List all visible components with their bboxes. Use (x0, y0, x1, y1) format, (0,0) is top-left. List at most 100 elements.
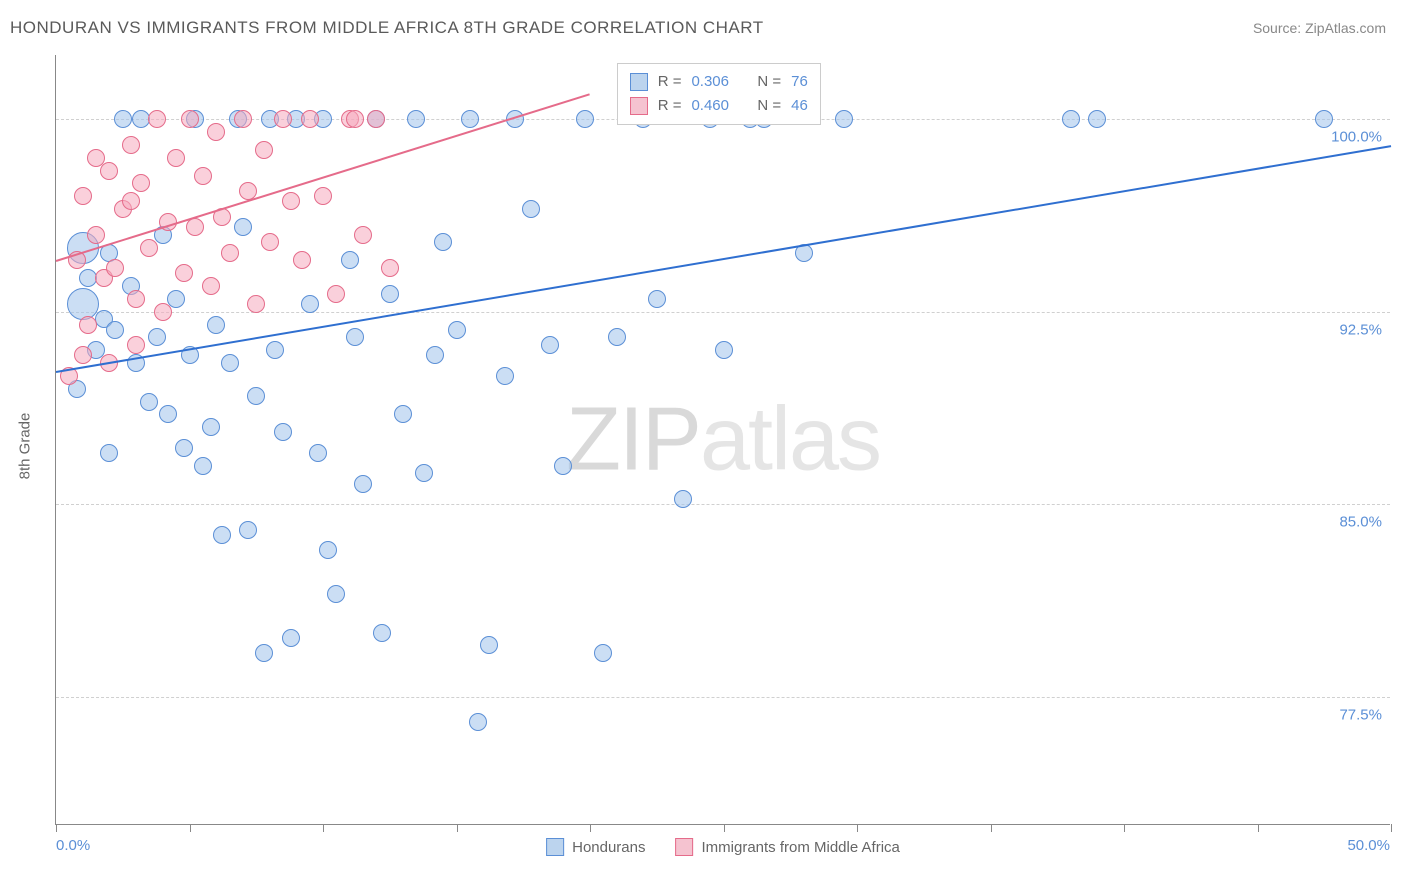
data-point (247, 387, 265, 405)
x-tick (56, 824, 57, 832)
data-point (381, 259, 399, 277)
data-point (415, 464, 433, 482)
x-tick (590, 824, 591, 832)
data-point (346, 110, 364, 128)
data-point (354, 226, 372, 244)
data-point (341, 251, 359, 269)
y-tick-label: 77.5% (1339, 706, 1382, 723)
data-point (266, 341, 284, 359)
stats-label: R = (658, 70, 682, 94)
data-point (148, 328, 166, 346)
data-point (354, 475, 372, 493)
stats-n-value: 76 (791, 70, 808, 94)
data-point (319, 541, 337, 559)
stats-row: R = 0.306 N = 76 (630, 70, 808, 94)
legend-swatch (630, 73, 648, 91)
data-point (140, 393, 158, 411)
stats-r-value: 0.460 (691, 94, 729, 118)
data-point (448, 321, 466, 339)
legend-swatch (546, 838, 564, 856)
watermark-bold: ZIP (566, 389, 700, 489)
stats-label: R = (658, 94, 682, 118)
data-point (327, 285, 345, 303)
x-tick (1258, 824, 1259, 832)
data-point (114, 110, 132, 128)
data-point (148, 110, 166, 128)
data-point (327, 585, 345, 603)
data-point (234, 218, 252, 236)
data-point (301, 110, 319, 128)
data-point (154, 303, 172, 321)
data-point (67, 288, 99, 320)
data-point (74, 346, 92, 364)
legend-item: Hondurans (546, 838, 645, 856)
data-point (194, 167, 212, 185)
y-tick-label: 85.0% (1339, 514, 1382, 531)
data-point (367, 110, 385, 128)
y-tick-label: 92.5% (1339, 321, 1382, 338)
data-point (194, 457, 212, 475)
x-label-max: 50.0% (1347, 837, 1390, 854)
data-point (122, 192, 140, 210)
data-point (426, 346, 444, 364)
data-point (207, 123, 225, 141)
data-point (674, 490, 692, 508)
data-point (461, 110, 479, 128)
data-point (100, 444, 118, 462)
data-point (1062, 110, 1080, 128)
legend-label: Hondurans (572, 839, 645, 856)
data-point (381, 285, 399, 303)
data-point (255, 141, 273, 159)
data-point (87, 226, 105, 244)
data-point (247, 295, 265, 313)
data-point (554, 457, 572, 475)
data-point (293, 251, 311, 269)
data-point (282, 192, 300, 210)
data-point (314, 187, 332, 205)
data-point (469, 713, 487, 731)
data-point (434, 233, 452, 251)
data-point (480, 636, 498, 654)
data-point (282, 629, 300, 647)
gridline (56, 504, 1390, 505)
data-point (207, 316, 225, 334)
legend-swatch (630, 97, 648, 115)
data-point (1088, 110, 1106, 128)
data-point (309, 444, 327, 462)
data-point (346, 328, 364, 346)
watermark-light: atlas (700, 389, 880, 489)
x-label-min: 0.0% (56, 837, 90, 854)
chart-container: HONDURAN VS IMMIGRANTS FROM MIDDLE AFRIC… (0, 0, 1406, 892)
x-tick (323, 824, 324, 832)
stats-label: N = (757, 94, 781, 118)
data-point (301, 295, 319, 313)
stats-label: N = (757, 70, 781, 94)
legend-item: Immigrants from Middle Africa (676, 838, 900, 856)
x-tick (857, 824, 858, 832)
data-point (175, 264, 193, 282)
data-point (496, 367, 514, 385)
data-point (608, 328, 626, 346)
x-tick (991, 824, 992, 832)
x-tick (1391, 824, 1392, 832)
data-point (835, 110, 853, 128)
data-point (373, 624, 391, 642)
stats-n-value: 46 (791, 94, 808, 118)
chart-title: HONDURAN VS IMMIGRANTS FROM MIDDLE AFRIC… (10, 18, 764, 38)
data-point (221, 244, 239, 262)
bottom-legend: Hondurans Immigrants from Middle Africa (546, 838, 900, 856)
data-point (132, 174, 150, 192)
data-point (255, 644, 273, 662)
legend-swatch (676, 838, 694, 856)
data-point (87, 149, 105, 167)
plot-area: ZIPatlas 77.5%85.0%92.5%100.0%0.0%50.0%R… (55, 55, 1390, 825)
data-point (79, 316, 97, 334)
data-point (74, 187, 92, 205)
y-axis-title: 8th Grade (17, 413, 34, 480)
x-tick (724, 824, 725, 832)
data-point (202, 418, 220, 436)
trend-line (56, 145, 1391, 373)
legend-label: Immigrants from Middle Africa (702, 839, 900, 856)
data-point (127, 336, 145, 354)
stats-r-value: 0.306 (691, 70, 729, 94)
